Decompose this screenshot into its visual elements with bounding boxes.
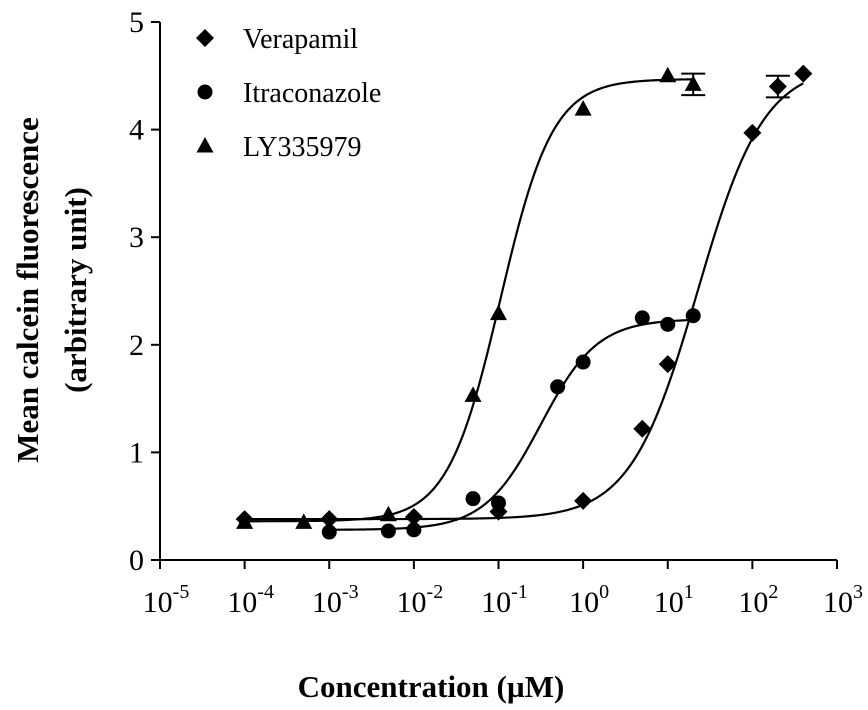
point [575,354,591,370]
x-tick-label: 10-3 [312,581,359,619]
tick-exponent: 0 [599,581,609,603]
point [684,75,702,91]
tick-base: 10 [312,586,342,619]
tick-exponent: -5 [173,581,190,603]
point [658,355,677,374]
tick-base: 10 [569,586,599,619]
point [550,379,566,395]
y-tick-label: 3 [129,221,144,254]
point [633,419,652,438]
tick-base: 10 [397,586,427,619]
legend-label: Itraconazole [243,78,381,109]
fit-curve [244,78,694,523]
y-tick-label: 0 [129,544,144,577]
point [743,123,762,142]
point [574,100,592,116]
y-tick-label: 1 [129,436,144,469]
legend-marker [196,137,214,153]
x-tick-label: 10-1 [481,581,528,619]
point [574,491,593,510]
x-tick-label: 10-4 [227,581,274,619]
x-tick-label: 101 [654,581,694,619]
y-tick-label: 4 [129,114,144,147]
point [491,495,506,511]
point [794,64,813,83]
point [404,507,423,526]
y-axis-label: (arbitrary unit) [58,187,93,393]
point [236,513,254,529]
point [295,513,313,529]
tick-base: 10 [227,586,257,619]
tick-exponent: 1 [684,581,694,603]
x-tick-label: 10-5 [143,581,190,619]
x-tick-label: 103 [823,581,863,619]
point [379,505,397,522]
legend-label: LY335979 [243,132,362,163]
point [406,522,422,538]
y-axis-label: Mean calcein fluorescence [10,117,45,462]
point [768,77,787,96]
tick-base: 10 [143,586,173,619]
point [634,310,650,326]
tick-base: 10 [654,586,684,619]
point [321,524,337,540]
tick-exponent: -1 [511,581,528,603]
tick-base: 10 [481,586,511,619]
point [490,304,507,321]
point [465,491,481,507]
tick-exponent: 3 [853,581,863,603]
x-axis-label: Concentration (µM) [298,669,565,704]
x-tick-label: 102 [738,581,778,619]
legend-marker [197,84,213,100]
x-tick-label: 10-2 [397,581,444,619]
legend-marker [196,29,214,47]
point [685,308,701,324]
point [320,510,339,529]
tick-exponent: -3 [342,581,359,603]
point [659,66,677,83]
point [380,523,396,539]
tick-exponent: -2 [427,581,444,603]
tick-base: 10 [738,586,768,619]
legend-label: Verapamil [243,24,358,55]
y-tick-label: 2 [129,329,144,362]
y-tick-label: 5 [129,6,144,39]
x-tick-label: 100 [569,581,609,619]
point [660,316,676,332]
tick-exponent: 2 [768,581,778,603]
point [464,386,482,402]
tick-exponent: -4 [257,581,274,603]
tick-base: 10 [823,586,853,619]
